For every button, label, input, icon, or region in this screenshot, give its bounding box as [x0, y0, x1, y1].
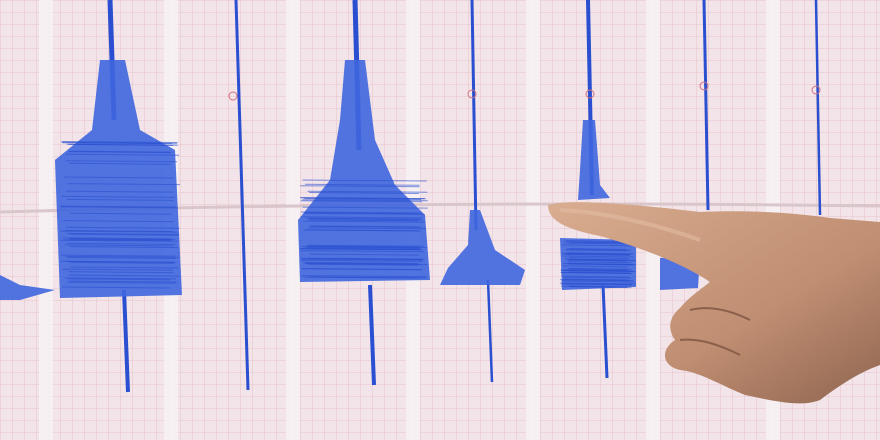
- paper-strip: [286, 0, 300, 440]
- paper-strip: [39, 0, 53, 440]
- seismogram-photo: [0, 0, 880, 440]
- paper-strip: [526, 0, 540, 440]
